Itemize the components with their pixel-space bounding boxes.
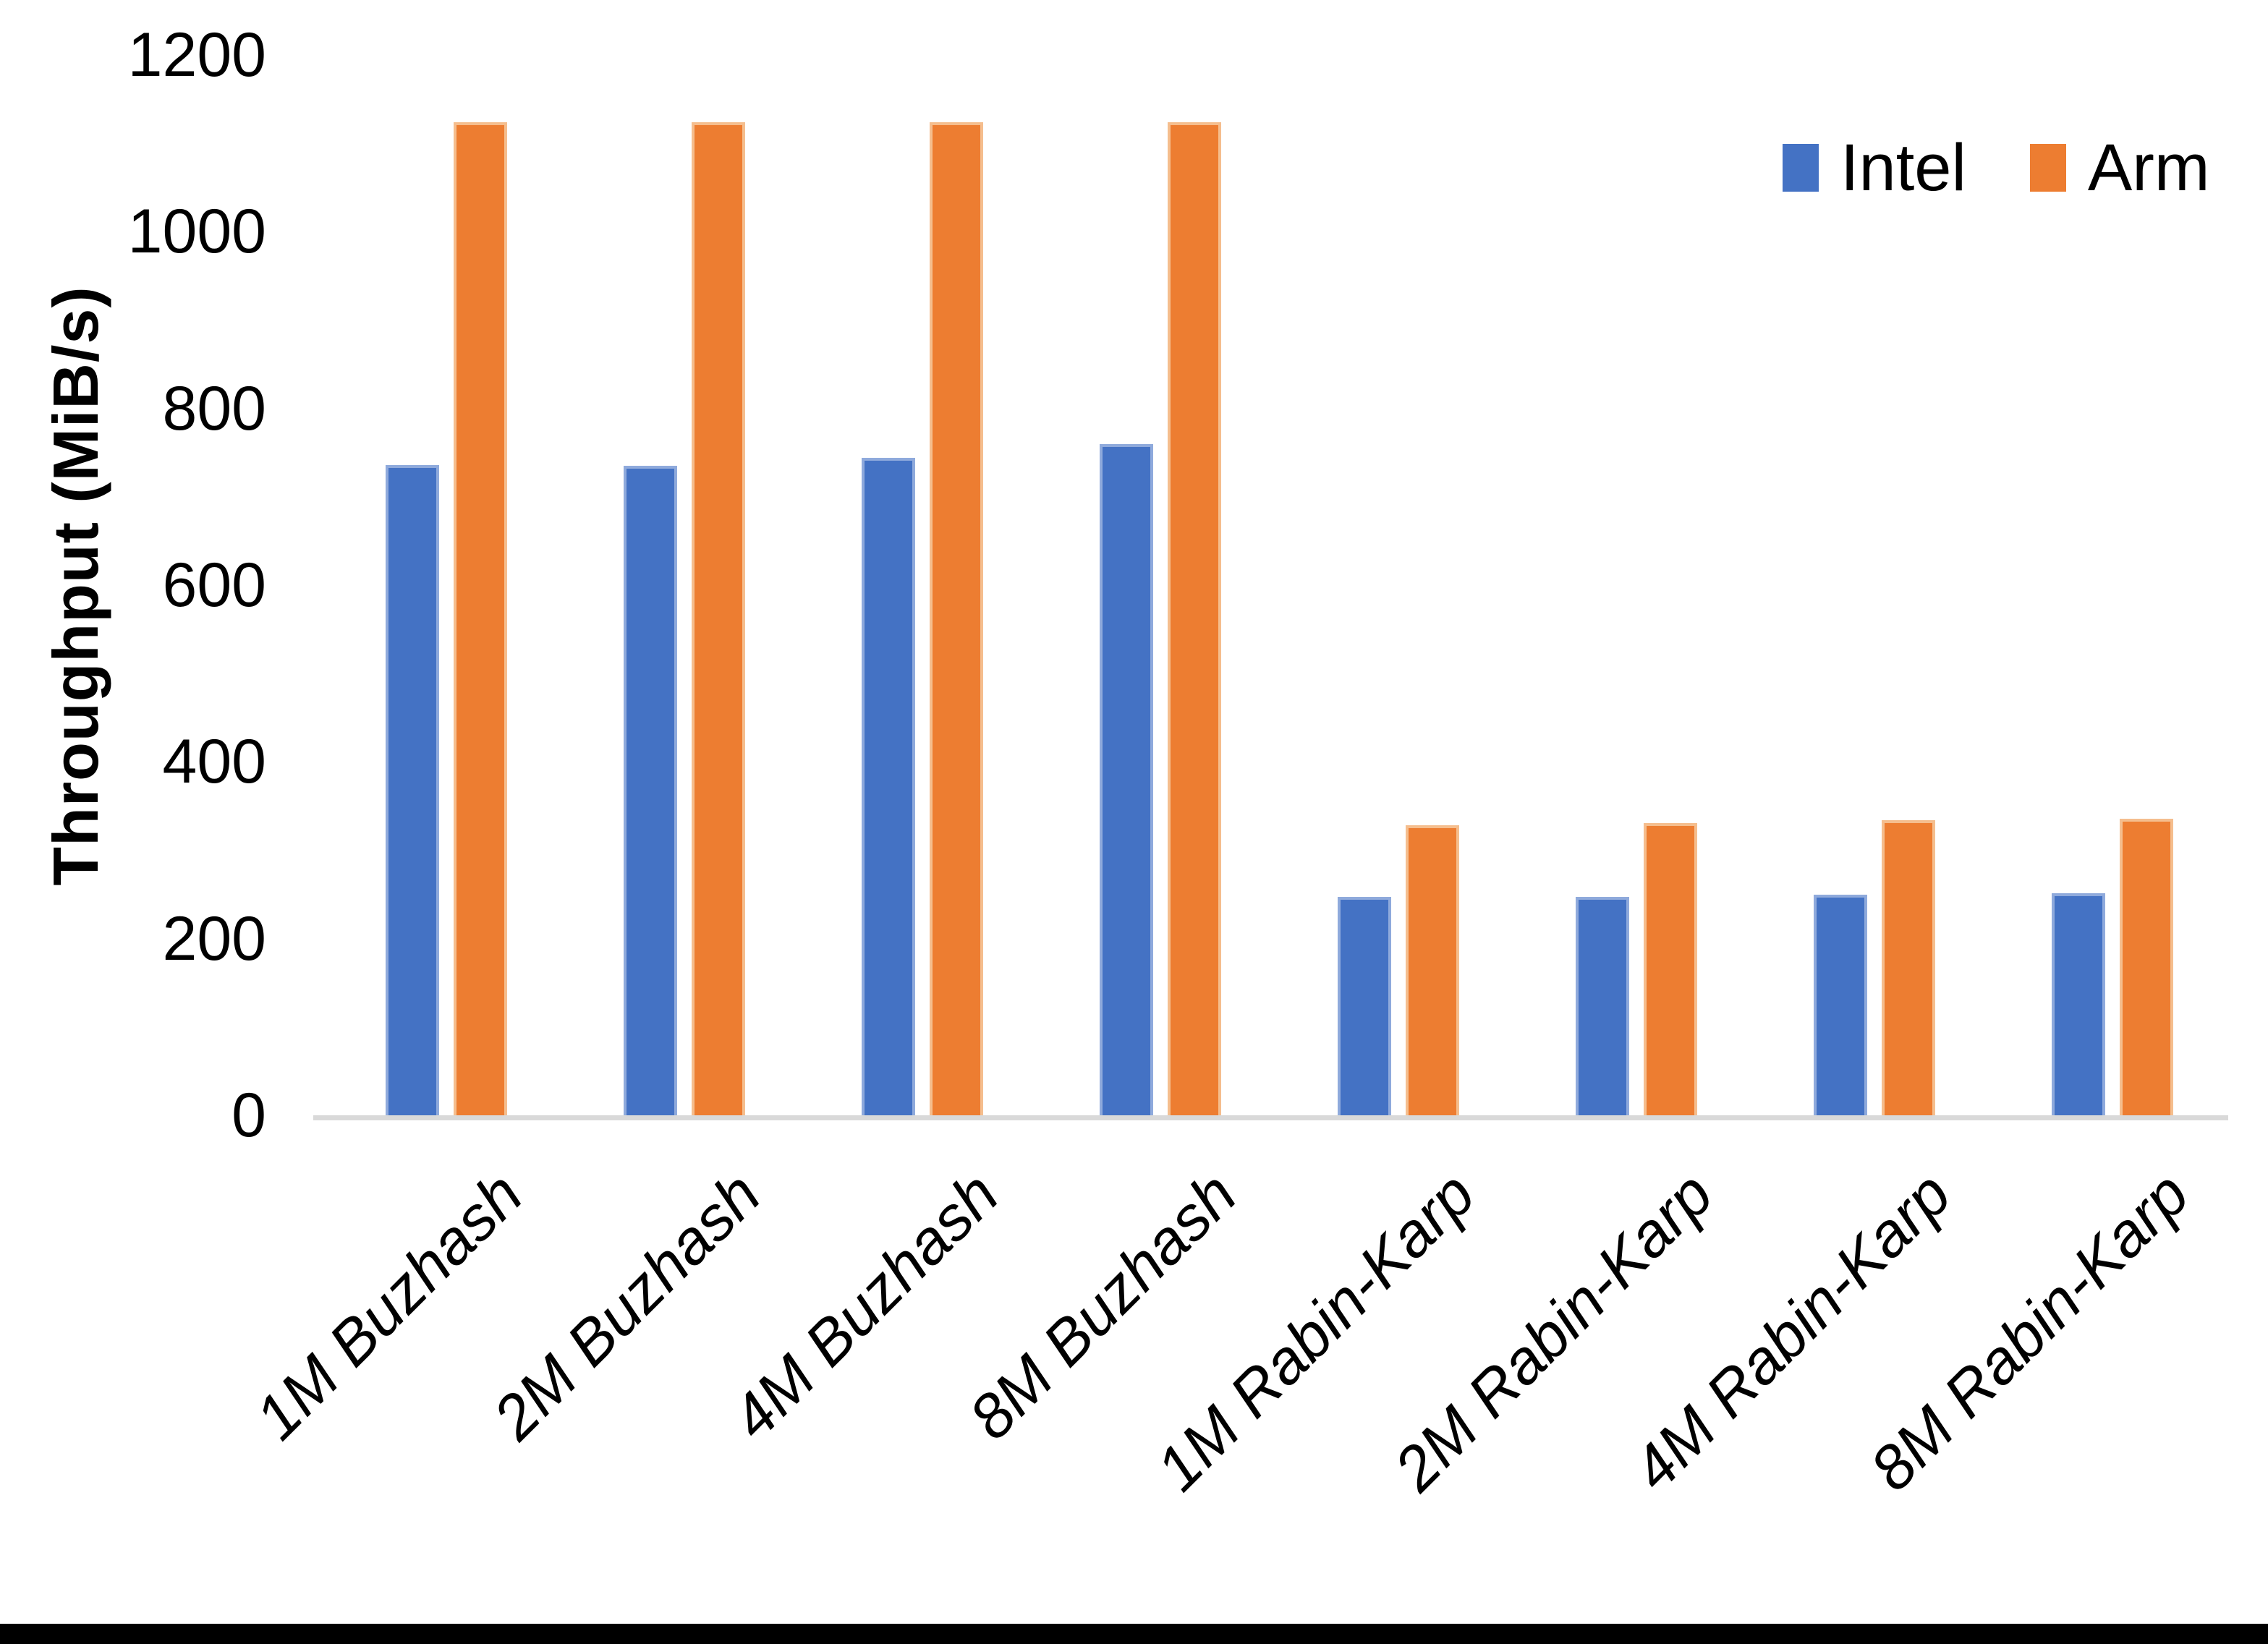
y-tick-label: 400: [162, 727, 267, 797]
y-tick-label: 0: [232, 1081, 266, 1150]
bar-arm-5: [1406, 825, 1460, 1115]
legend-swatch-arm: [2029, 144, 2066, 192]
bar-arm-8: [2120, 818, 2174, 1115]
legend-item-arm: Arm: [2029, 131, 2210, 205]
legend: Intel Arm: [1783, 135, 2210, 201]
bar-arm-3: [929, 122, 983, 1115]
bar-arm-4: [1167, 122, 1221, 1115]
bar-intel-4: [1099, 443, 1153, 1115]
bar-arm-1: [453, 122, 507, 1115]
bar-intel-7: [1814, 894, 1868, 1115]
y-tick-label: 1000: [127, 197, 266, 267]
bar-arm-2: [691, 122, 745, 1115]
bar-intel-8: [2052, 893, 2106, 1115]
bar-intel-3: [861, 458, 915, 1115]
legend-label: Arm: [2087, 131, 2210, 205]
y-tick-label: 1200: [127, 20, 266, 90]
bar-intel-6: [1576, 897, 1630, 1115]
bar-intel-1: [385, 464, 439, 1115]
y-tick-label: 200: [162, 903, 267, 974]
bar-arm-7: [1882, 819, 1936, 1115]
y-tick-label: 800: [162, 373, 267, 443]
bar-intel-2: [623, 466, 677, 1115]
legend-item-intel: Intel: [1783, 135, 1966, 201]
bottom-edge-border: [0, 1624, 2268, 1644]
x-axis-line: [313, 1115, 2228, 1120]
bar-arm-6: [1644, 822, 1698, 1115]
bar-intel-5: [1338, 897, 1392, 1115]
legend-label: Intel: [1840, 131, 1966, 205]
y-tick-label: 600: [162, 550, 267, 620]
legend-swatch-intel: [1783, 144, 1819, 192]
